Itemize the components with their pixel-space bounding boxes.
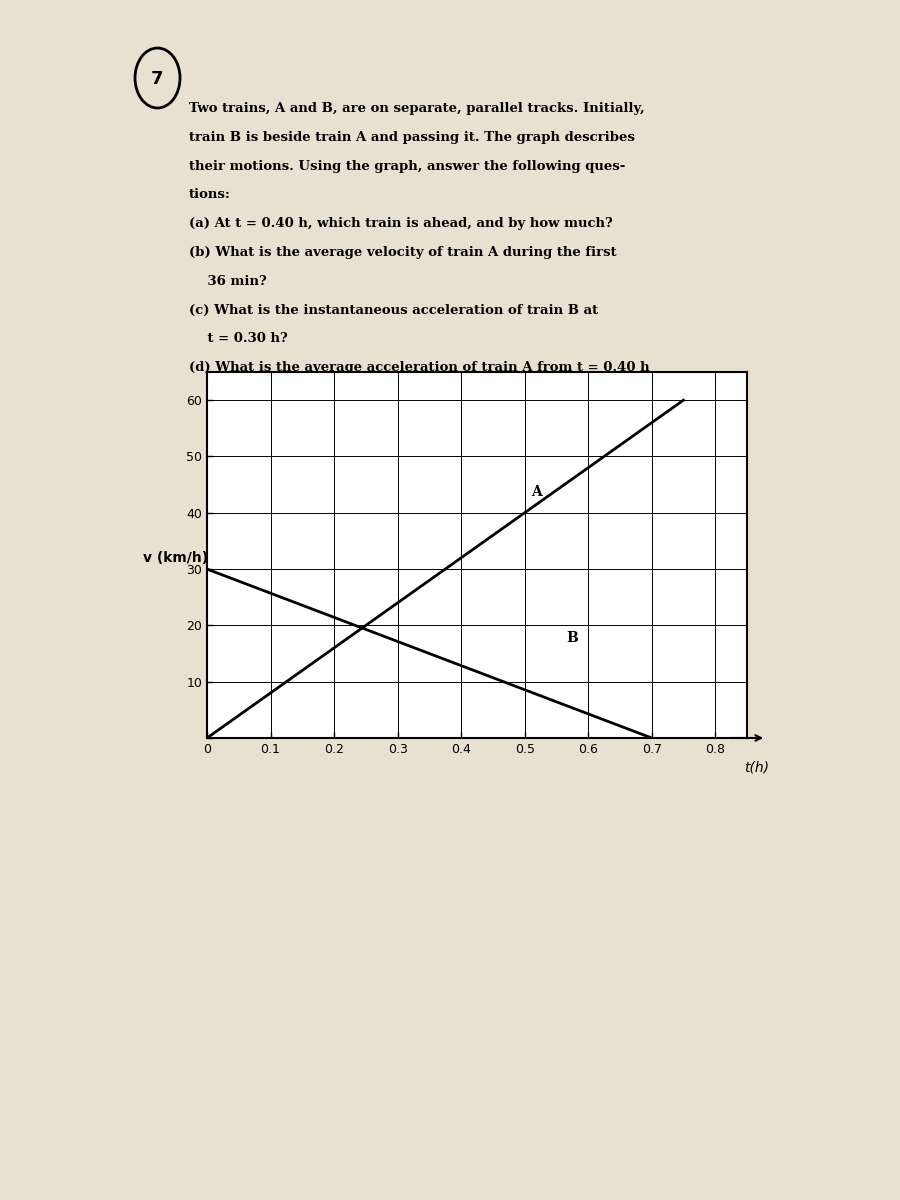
Text: their motions. Using the graph, answer the following ques-: their motions. Using the graph, answer t… bbox=[189, 160, 626, 173]
Text: 7: 7 bbox=[151, 70, 164, 89]
Text: tions:: tions: bbox=[189, 188, 231, 202]
Text: (b) What is the average velocity of train A during the first: (b) What is the average velocity of trai… bbox=[189, 246, 616, 259]
Text: (c) What is the instantaneous acceleration of train B at: (c) What is the instantaneous accelerati… bbox=[189, 304, 598, 317]
Text: A: A bbox=[531, 485, 542, 499]
Text: (d) What is the average acceleration of train A from t = 0.40 h: (d) What is the average acceleration of … bbox=[189, 361, 650, 374]
Text: (a) At t = 0.40 h, which train is ahead, and by how much?: (a) At t = 0.40 h, which train is ahead,… bbox=[189, 217, 613, 230]
Text: Two trains, A and B, are on separate, parallel tracks. Initially,: Two trains, A and B, are on separate, pa… bbox=[189, 102, 644, 115]
Text: 36 min?: 36 min? bbox=[189, 275, 266, 288]
Text: t = 0.30 h?: t = 0.30 h? bbox=[189, 332, 288, 346]
Text: to t = 0.70 h?: to t = 0.70 h? bbox=[189, 390, 307, 403]
Text: train B is beside train A and passing it. The graph describes: train B is beside train A and passing it… bbox=[189, 131, 634, 144]
Text: B: B bbox=[566, 631, 578, 646]
Text: t(h): t(h) bbox=[744, 761, 769, 774]
Text: v (km/h): v (km/h) bbox=[143, 551, 208, 565]
